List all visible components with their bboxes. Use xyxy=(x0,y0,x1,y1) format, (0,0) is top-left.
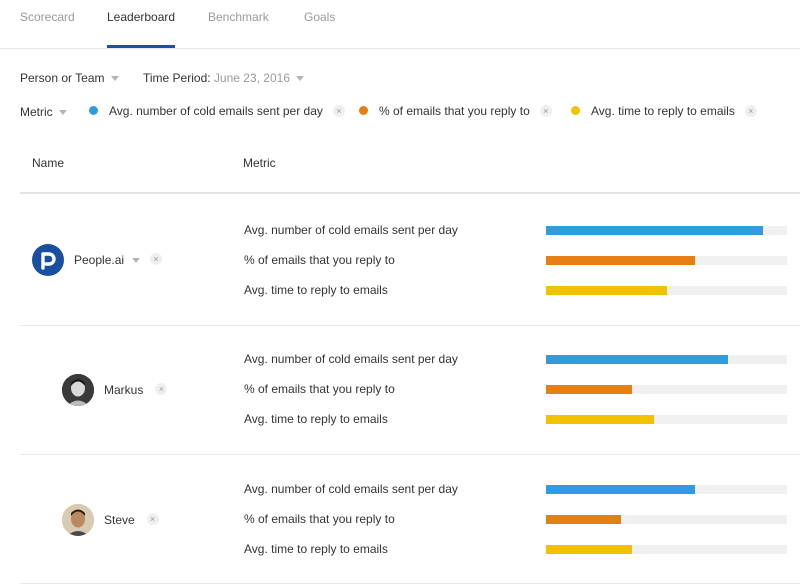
remove-metric-icon[interactable]: × xyxy=(539,104,552,117)
metric-chip: Avg. time to reply to emails × xyxy=(571,104,757,118)
bar-fill xyxy=(546,355,728,364)
metric-dropdown[interactable]: Metric xyxy=(20,105,67,119)
person-photo-icon xyxy=(62,374,94,406)
entity-name: People.ai xyxy=(74,253,125,267)
row-divider xyxy=(20,583,800,584)
bar-track xyxy=(546,515,787,524)
person-photo-icon xyxy=(62,504,94,536)
remove-entity-icon[interactable]: × xyxy=(150,253,163,265)
metric-label: Avg. number of cold emails sent per day xyxy=(244,352,458,366)
remove-metric-icon[interactable]: × xyxy=(332,104,345,117)
metric-label: Metric xyxy=(20,105,53,119)
chevron-down-icon xyxy=(296,76,304,82)
bar-track xyxy=(546,286,787,295)
column-header-name[interactable]: Name xyxy=(32,156,65,170)
metric-chip: % of emails that you reply to × xyxy=(359,104,552,118)
person-or-team-dropdown[interactable]: Person or Team xyxy=(20,71,119,85)
avatar xyxy=(62,504,94,536)
bar-track xyxy=(546,485,787,494)
bar-track xyxy=(546,226,787,235)
person-name: Steve xyxy=(104,513,135,527)
leaderboard-entity[interactable]: People.ai × xyxy=(32,244,163,276)
bar-track xyxy=(546,355,787,364)
leaderboard-person[interactable]: Steve × xyxy=(62,504,159,536)
time-period-label: Time Period: xyxy=(143,71,211,85)
bar-fill xyxy=(546,515,621,524)
person-or-team-label: Person or Team xyxy=(20,71,105,85)
bar-track xyxy=(546,385,787,394)
tab-goals[interactable]: Goals xyxy=(304,10,336,24)
metric-label: Avg. time to reply to emails xyxy=(244,412,388,426)
bar-fill xyxy=(546,485,696,494)
bar-track xyxy=(546,415,787,424)
column-header-metric[interactable]: Metric xyxy=(243,156,276,170)
metric-label: Avg. time to reply to emails xyxy=(244,542,388,556)
tab-scorecard[interactable]: Scorecard xyxy=(20,10,75,24)
time-period-value: June 23, 2016 xyxy=(213,71,290,85)
bar-track xyxy=(546,256,787,265)
bar-fill xyxy=(546,286,667,295)
chevron-down-icon[interactable] xyxy=(132,257,141,263)
blue-dot-icon xyxy=(89,106,98,116)
remove-person-icon[interactable]: × xyxy=(155,383,168,395)
row-divider xyxy=(20,325,800,326)
leaderboard-person[interactable]: Markus × xyxy=(62,374,168,406)
people-ai-logo xyxy=(32,244,64,276)
metric-chip: Avg. number of cold emails sent per day × xyxy=(89,104,345,118)
metric-chip-label: Avg. number of cold emails sent per day xyxy=(109,104,323,118)
metric-chip-label: Avg. time to reply to emails xyxy=(591,104,735,118)
metric-label: Avg. number of cold emails sent per day xyxy=(244,482,458,496)
tab-bar: Scorecard Leaderboard Benchmark Goals xyxy=(0,0,800,49)
bar-fill xyxy=(546,226,763,235)
metric-label: % of emails that you reply to xyxy=(244,253,395,267)
metric-chip-label: % of emails that you reply to xyxy=(379,104,530,118)
avatar xyxy=(62,374,94,406)
metric-label: % of emails that you reply to xyxy=(244,512,395,526)
header-divider xyxy=(20,192,800,194)
tab-benchmark[interactable]: Benchmark xyxy=(208,10,269,24)
remove-metric-icon[interactable]: × xyxy=(744,104,757,117)
metric-label: % of emails that you reply to xyxy=(244,382,395,396)
active-tab-indicator xyxy=(107,45,175,48)
tab-leaderboard[interactable]: Leaderboard xyxy=(107,10,176,24)
time-period-dropdown[interactable]: Time Period: June 23, 2016 xyxy=(143,71,304,85)
person-name: Markus xyxy=(104,383,144,397)
p-icon xyxy=(41,252,56,270)
bar-fill xyxy=(546,385,632,394)
metric-label: Avg. time to reply to emails xyxy=(244,283,388,297)
bar-track xyxy=(546,545,787,554)
yellow-dot-icon xyxy=(571,106,580,116)
remove-person-icon[interactable]: × xyxy=(146,513,159,525)
chevron-down-icon xyxy=(110,76,119,82)
orange-dot-icon xyxy=(359,106,368,116)
metric-label: Avg. number of cold emails sent per day xyxy=(244,223,458,237)
bar-fill xyxy=(546,256,696,265)
bar-fill xyxy=(546,415,655,424)
bar-fill xyxy=(546,545,632,554)
chevron-down-icon xyxy=(58,110,67,116)
row-divider xyxy=(20,454,800,455)
